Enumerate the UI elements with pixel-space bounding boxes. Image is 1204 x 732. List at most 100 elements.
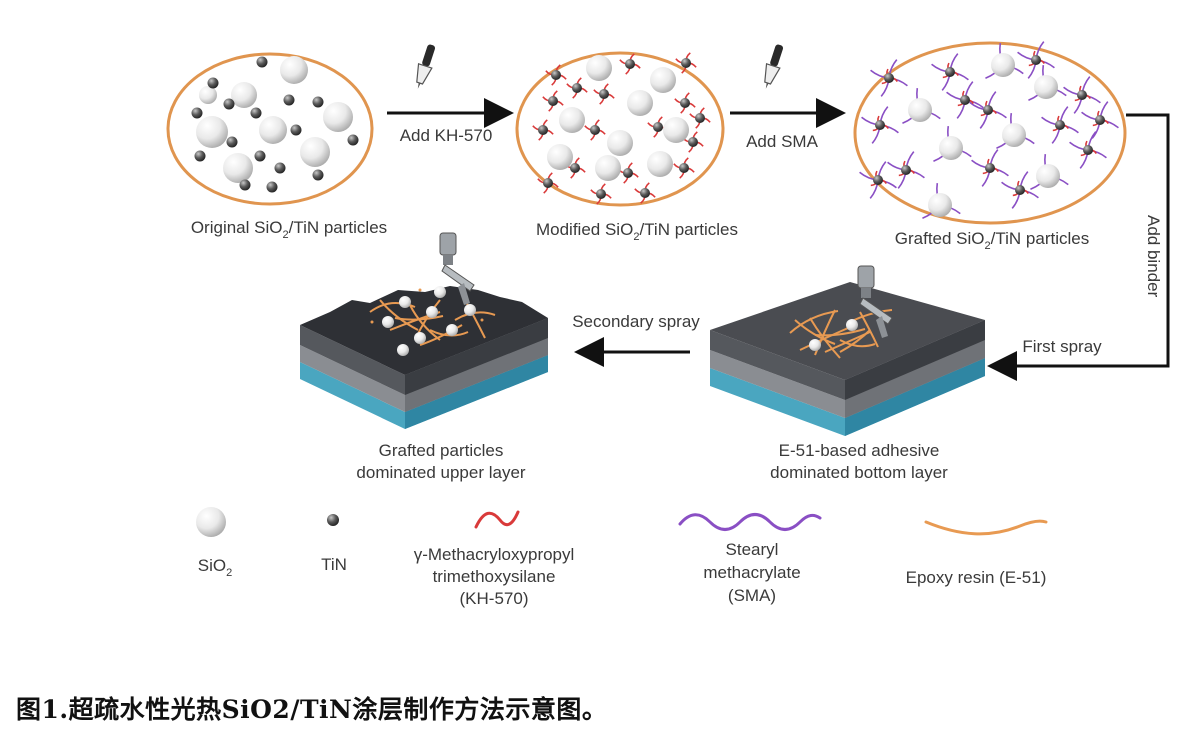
bottom-layer-label-line2: dominated bottom layer [770,463,948,482]
sma-legend-icon [678,513,822,531]
tin-particle [543,178,553,188]
epoxy-legend-icon [924,519,1048,536]
tin-particle [254,150,266,162]
kh570-legend-icon [474,510,520,529]
tin-particle [191,107,203,119]
sio2-particle [846,319,858,331]
tin-particle [688,137,698,147]
sio2-particle [300,137,330,167]
sma-legend-line3: (SMA) [728,586,776,605]
tin-particle [250,107,262,119]
sio2-particle [426,306,438,318]
add-binder-label: Add binder [1144,215,1163,298]
sio2-particle [1034,75,1058,99]
sio2-particle [586,55,612,81]
sio2-particle [1002,123,1026,147]
sio2-particle [464,304,476,316]
tin-particle [347,134,359,146]
grafted-particles-label: Grafted SiO2/TiN particles [895,229,1089,252]
sio2-particle [809,339,821,351]
tin-legend-icon [327,514,339,526]
dropper-icon [416,44,436,89]
tin-particle [1077,90,1087,100]
spray-gun-icon [857,265,893,338]
tin-particle [312,169,324,181]
tin-particle [1031,55,1041,65]
tin-particle [623,168,633,178]
tin-particle [290,124,302,136]
bottom-layer-block [710,282,985,436]
tin-particle [875,120,885,130]
grafted-particles-ellipse [853,41,1127,225]
sma-legend-line2: methacrylate [703,563,800,582]
sio2-particle [446,324,458,336]
sio2-particle [650,67,676,93]
sio2-particle [939,136,963,160]
sio2-legend-icon [196,507,226,537]
tin-particle [572,83,582,93]
sio2-particle [559,107,585,133]
sio2-particle [595,155,621,181]
tin-particle [960,95,970,105]
sio2-particle [547,144,573,170]
tin-particle [283,94,295,106]
epoxy-chain [419,324,463,346]
dot [418,288,422,292]
dot [370,320,374,324]
first-spray-label: First spray [1022,337,1102,356]
sio2-particle [259,116,287,144]
tin-particle [680,98,690,108]
tin-particle [1095,115,1105,125]
sio2-particle [627,90,653,116]
dot [480,318,484,322]
sio2-particle [382,316,394,328]
tin-particle [625,59,635,69]
tin-particle [312,96,324,108]
kh570-legend-line3: (KH-570) [460,589,529,608]
sio2-particle [414,332,426,344]
tin-particle [223,98,235,110]
tin-particle [983,105,993,115]
kh570-legend-line1: γ-Methacryloxypropyl [414,545,575,564]
sio2-particle [223,153,253,183]
legend: SiO2 TiN γ-Methacryloxypropyl trimethoxy… [196,507,1048,608]
sio2-particle [196,116,228,148]
figure-caption: 图1.超疏水性光热SiO2/TiN涂层制作方法示意图。 [16,695,608,724]
epoxy-chain [809,317,841,359]
tin-particle [901,165,911,175]
original-particles-label: Original SiO2/TiN particles [191,218,387,241]
add-sma-label: Add SMA [746,132,818,151]
tin-particle [274,162,286,174]
tin-particle [640,188,650,198]
tin-particle [226,136,238,148]
sio2-particle [607,130,633,156]
tin-legend-label: TiN [321,555,347,574]
sio2-particle [434,286,446,298]
upper-layer-label-line2: dominated upper layer [356,463,526,482]
tin-particle [695,113,705,123]
sma-legend-line1: Stearyl [726,540,779,559]
tin-particle [945,67,955,77]
tin-particle [873,175,883,185]
tin-particle [239,179,251,191]
epoxy-chain [814,328,866,337]
tin-particle [1083,145,1093,155]
add-binder-arrow [987,113,1170,381]
tin-particle [1015,185,1025,195]
epoxy-chain [839,329,871,353]
sio2-particle [663,117,689,143]
tin-particle [681,58,691,68]
tin-particle [570,163,580,173]
epoxy-legend-label: Epoxy resin (E-51) [906,568,1047,587]
tin-particle [590,125,600,135]
tin-particle [599,89,609,99]
modified-particles-ellipse [515,51,725,207]
sio2-particle [1036,164,1060,188]
kh570-legend-line2: trimethoxysilane [433,567,556,586]
tin-particle [256,56,268,68]
add-kh570-label: Add KH-570 [400,126,493,145]
tin-particle [1055,120,1065,130]
spray-gun-icon [439,232,475,305]
sio2-particle [928,193,952,217]
modified-particles-label: Modified SiO2/TiN particles [536,220,738,243]
